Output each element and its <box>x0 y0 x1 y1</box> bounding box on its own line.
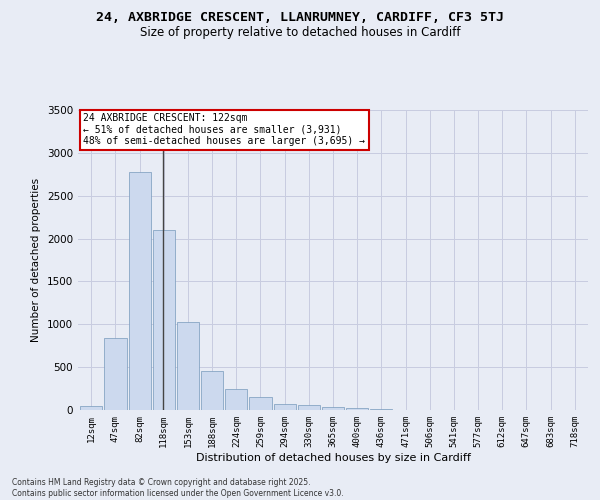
Bar <box>250 397 272 410</box>
Bar <box>80 406 103 410</box>
Bar <box>128 172 151 410</box>
Bar <box>298 406 320 410</box>
Text: Contains HM Land Registry data © Crown copyright and database right 2025.
Contai: Contains HM Land Registry data © Crown c… <box>12 478 344 498</box>
X-axis label: Distribution of detached houses by size in Cardiff: Distribution of detached houses by size … <box>196 452 470 462</box>
Bar <box>177 322 199 410</box>
Bar <box>346 408 368 410</box>
Text: Size of property relative to detached houses in Cardiff: Size of property relative to detached ho… <box>140 26 460 39</box>
Bar <box>370 409 392 410</box>
Text: 24, AXBRIDGE CRESCENT, LLANRUMNEY, CARDIFF, CF3 5TJ: 24, AXBRIDGE CRESCENT, LLANRUMNEY, CARDI… <box>96 11 504 24</box>
Y-axis label: Number of detached properties: Number of detached properties <box>31 178 41 342</box>
Bar <box>152 230 175 410</box>
Bar <box>225 389 247 410</box>
Bar <box>322 407 344 410</box>
Bar <box>104 338 127 410</box>
Text: 24 AXBRIDGE CRESCENT: 122sqm
← 51% of detached houses are smaller (3,931)
48% of: 24 AXBRIDGE CRESCENT: 122sqm ← 51% of de… <box>83 113 365 146</box>
Bar <box>201 370 223 410</box>
Bar <box>274 404 296 410</box>
